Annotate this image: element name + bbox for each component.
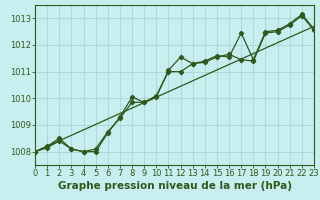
X-axis label: Graphe pression niveau de la mer (hPa): Graphe pression niveau de la mer (hPa) xyxy=(58,181,292,191)
